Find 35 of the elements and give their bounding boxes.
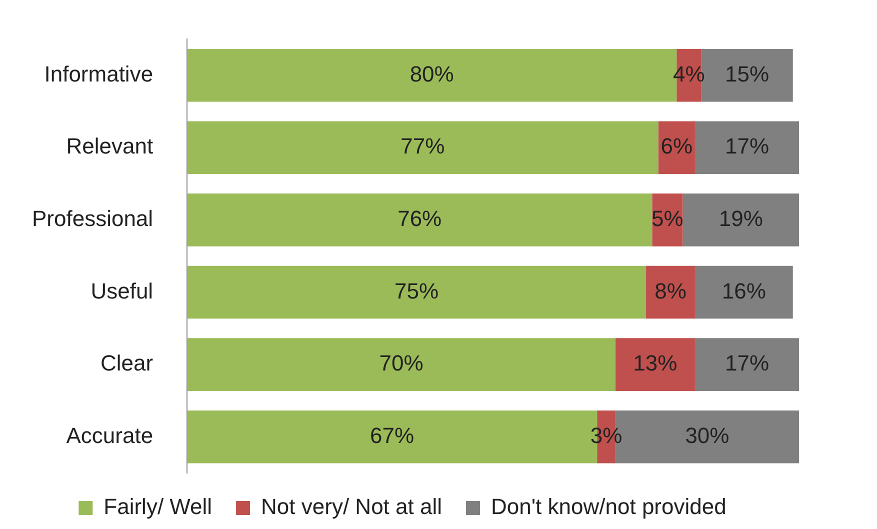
y-tick-label: Professional <box>32 206 154 232</box>
legend-label: Fairly/ Well <box>104 494 212 520</box>
bar <box>694 121 799 174</box>
bar <box>187 121 658 174</box>
bar <box>694 338 799 391</box>
legend-label: Don't know/not provided <box>490 494 726 520</box>
data-label: 30% <box>685 422 730 448</box>
bar <box>187 194 652 246</box>
bar <box>646 266 695 319</box>
bar <box>682 194 799 246</box>
y-tick-label: Useful <box>90 278 154 304</box>
y-tick-label: Informative <box>44 61 154 86</box>
y-tick-label: Accurate <box>66 422 154 448</box>
data-label: 15% <box>724 61 770 86</box>
bar <box>694 266 793 319</box>
y-tick-label: Relevant <box>66 134 154 159</box>
y-tick-label: Clear <box>100 350 154 376</box>
bar <box>187 266 646 319</box>
data-label: 17% <box>724 134 770 159</box>
data-label: 80% <box>410 61 454 86</box>
bar <box>187 338 616 391</box>
data-label: 70% <box>379 350 424 376</box>
data-label: 76% <box>398 206 442 232</box>
data-label: 75% <box>394 278 439 304</box>
data-label: 8% <box>654 278 686 304</box>
data-label: 77% <box>400 134 445 159</box>
data-label: 17% <box>724 350 770 376</box>
data-label: 67% <box>370 422 414 448</box>
data-label: 19% <box>718 206 763 232</box>
data-label: 13% <box>633 350 678 376</box>
legend-label: Not very/ Not at all <box>261 494 442 520</box>
data-label: 6% <box>660 134 693 159</box>
data-label: 16% <box>722 278 766 304</box>
bar <box>615 338 695 391</box>
data-label: 5% <box>652 206 684 232</box>
